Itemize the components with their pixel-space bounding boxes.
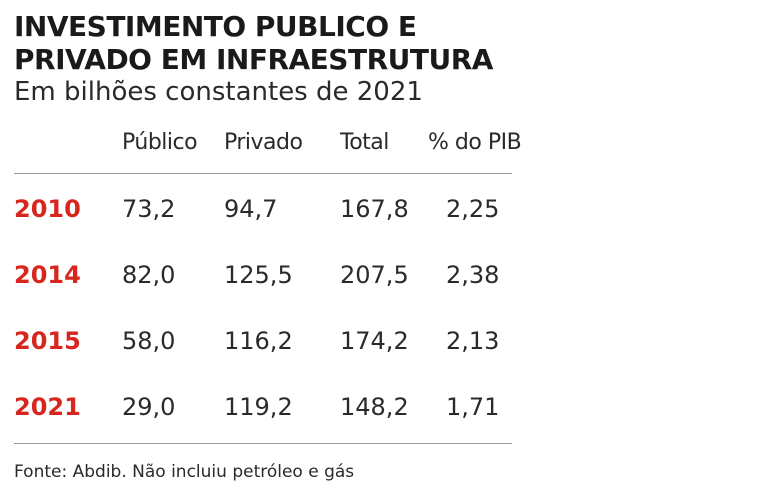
row-year: 2015 <box>14 327 81 355</box>
row-year: 2010 <box>14 195 81 223</box>
table-cell: 1,71 <box>446 393 500 421</box>
table-cell: 174,2 <box>340 327 409 355</box>
footer-divider <box>14 443 512 444</box>
chart-subtitle: Em bilhões constantes de 2021 <box>14 77 423 107</box>
column-header: Privado <box>224 130 303 155</box>
table-cell: 167,8 <box>340 195 409 223</box>
table-cell: 116,2 <box>224 327 293 355</box>
chart-title: INVESTIMENTO PUBLICO E PRIVADO EM INFRAE… <box>14 10 493 76</box>
table-cell: 148,2 <box>340 393 409 421</box>
row-year: 2014 <box>14 261 81 289</box>
table-cell: 2,13 <box>446 327 500 355</box>
table-cell: 125,5 <box>224 261 293 289</box>
table-cell: 73,2 <box>122 195 176 223</box>
table-cell: 207,5 <box>340 261 409 289</box>
table-cell: 29,0 <box>122 393 176 421</box>
column-header: % do PIB <box>428 130 522 155</box>
table-cell: 58,0 <box>122 327 176 355</box>
table-cell: 94,7 <box>224 195 278 223</box>
table-cell: 2,38 <box>446 261 500 289</box>
table-cell: 82,0 <box>122 261 176 289</box>
table-cell: 2,25 <box>446 195 500 223</box>
header-divider <box>14 173 512 174</box>
table-cell: 119,2 <box>224 393 293 421</box>
column-header: Total <box>340 130 389 155</box>
row-year: 2021 <box>14 393 81 421</box>
column-header: Público <box>122 130 198 155</box>
source-note: Fonte: Abdib. Não incluiu petróleo e gás <box>14 462 355 482</box>
